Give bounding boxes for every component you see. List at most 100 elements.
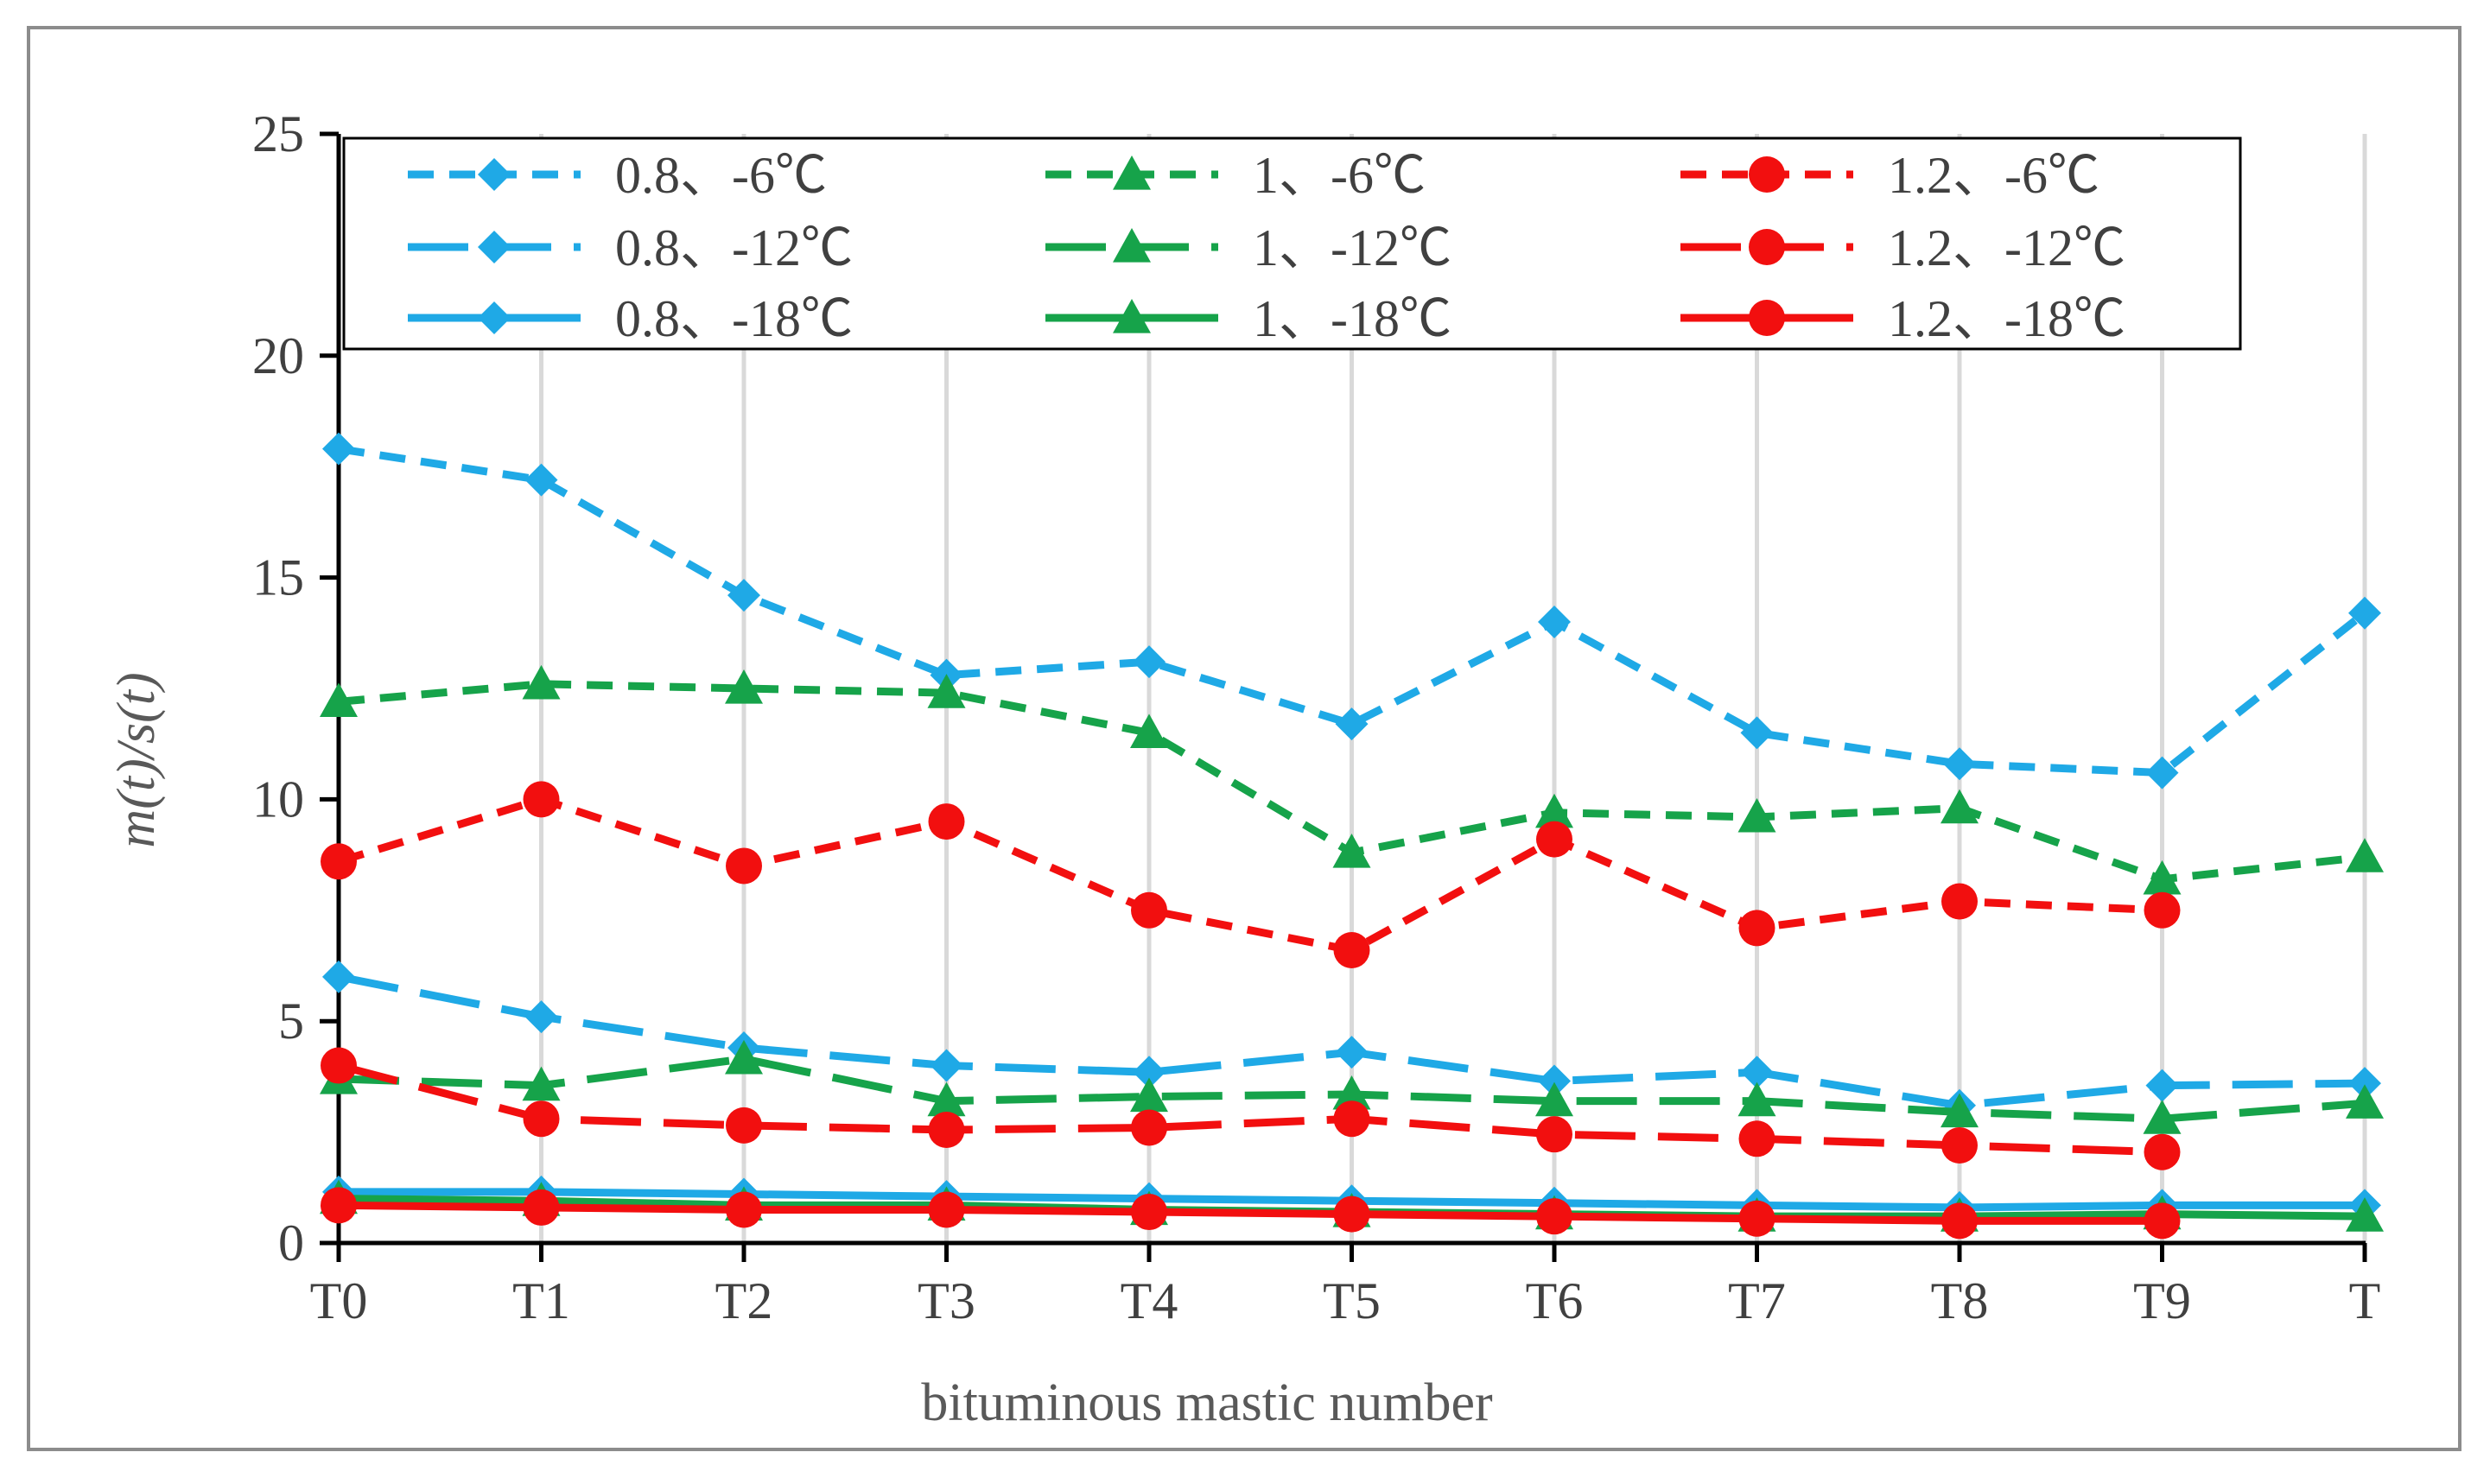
y-tick-label-0: 0 xyxy=(278,1214,304,1272)
legend-label-1-6: 1、-6℃ xyxy=(1253,147,1426,204)
point-1.2-12-T8 xyxy=(1941,1127,1978,1164)
point-0.8-6-T1 xyxy=(524,463,558,497)
point-1.2-12-T5 xyxy=(1333,1100,1370,1138)
series-0.8-12 xyxy=(322,960,2381,1122)
point-1.2-6-T1 xyxy=(523,781,560,818)
series-0.8-6 xyxy=(322,432,2381,790)
point-1.2-12-T9 xyxy=(2144,1133,2181,1170)
legend-marker-0.8-6 xyxy=(478,158,511,191)
point-1.2-6-T5 xyxy=(1333,932,1370,969)
point-1.2-12-T7 xyxy=(1738,1120,1775,1157)
series-1.2-6 xyxy=(321,781,2181,969)
point-1.2-18-T9 xyxy=(2144,1202,2181,1240)
point-0.8-6-T4 xyxy=(1133,645,1166,679)
point-0.8-12-T6 xyxy=(1538,1064,1571,1098)
series-1-6 xyxy=(320,664,2384,895)
series-line-0.8-6 xyxy=(338,445,2367,777)
legend-marker-1.2-12 xyxy=(1749,229,1785,265)
point-0.8-6-T2 xyxy=(727,579,760,612)
point-0.8-6-T0 xyxy=(322,432,355,466)
y-tick-label-5: 5 xyxy=(278,993,304,1050)
legend-marker-1.2-18 xyxy=(1749,300,1785,336)
x-tick-label-T3: T3 xyxy=(918,1272,975,1329)
point-1.2-6-T0 xyxy=(321,843,357,880)
legend-marker-1-6 xyxy=(1113,155,1151,190)
point-1.2-6-T9 xyxy=(2144,891,2181,929)
x-tick-label-T4: T4 xyxy=(1121,1272,1178,1329)
legend-label-1.2-12: 1.2、-12℃ xyxy=(1888,219,2125,276)
legend-label-0.8-12: 0.8、-12℃ xyxy=(615,219,853,276)
point-0.8-6-T xyxy=(2348,596,2381,630)
point-1.2-6-T8 xyxy=(1941,883,1978,920)
point-1-12-T1 xyxy=(522,1066,561,1101)
point-1.2-6-T2 xyxy=(726,847,762,885)
point-1.2-6-T6 xyxy=(1536,821,1572,858)
point-1.2-18-T1 xyxy=(523,1189,560,1226)
x-tick-label-T9: T9 xyxy=(2133,1272,2191,1329)
legend-label-1-12: 1、-12℃ xyxy=(1253,219,1451,276)
series-group xyxy=(320,432,2384,1240)
point-1-6-T xyxy=(2346,838,2384,872)
point-1-6-T6 xyxy=(1535,793,1573,828)
point-1.2-6-T4 xyxy=(1131,891,1167,929)
point-1.2-18-T6 xyxy=(1536,1198,1572,1235)
point-1-6-T4 xyxy=(1130,713,1168,748)
point-1.2-18-T8 xyxy=(1941,1202,1978,1240)
point-1.2-12-T6 xyxy=(1536,1116,1572,1153)
point-0.8-6-T9 xyxy=(2145,756,2179,790)
point-1-6-T0 xyxy=(320,682,358,718)
point-1.2-6-T3 xyxy=(928,803,965,840)
point-1.2-12-T1 xyxy=(523,1100,560,1138)
legend: 0.8、-6℃ 1、-6℃ 1.2、-6℃ 0.8、-12℃ 1、-12℃ 1.2、-12… xyxy=(342,136,2242,351)
y-tick-label-20: 20 xyxy=(252,327,304,384)
y-tick-label-10: 10 xyxy=(252,771,304,828)
point-0.8-12-T xyxy=(2348,1067,2381,1100)
series-1.2-18 xyxy=(321,1187,2181,1240)
x-tick-label-T2: T2 xyxy=(715,1272,773,1329)
point-1-12-T2 xyxy=(725,1039,763,1075)
point-1.2-18-T4 xyxy=(1131,1194,1167,1231)
point-0.8-6-T7 xyxy=(1740,716,1774,750)
point-1-12-T9 xyxy=(2143,1100,2182,1134)
series-1-12 xyxy=(320,1039,2384,1134)
x-tick-label-T7: T7 xyxy=(1728,1272,1786,1329)
point-0.8-6-T6 xyxy=(1538,605,1571,638)
point-1.2-18-T3 xyxy=(928,1191,965,1228)
point-1-6-T5 xyxy=(1332,834,1371,868)
point-1.2-6-T7 xyxy=(1738,910,1775,947)
point-1.2-18-T5 xyxy=(1333,1195,1370,1233)
legend-marker-0.8-18 xyxy=(478,301,511,334)
point-1.2-12-T0 xyxy=(321,1047,357,1084)
point-1-6-T9 xyxy=(2143,859,2182,895)
y-axis-title: m(t)/s(t) xyxy=(107,672,166,847)
point-1-12-T8 xyxy=(1941,1093,1979,1128)
x-tick-label-T0: T0 xyxy=(310,1272,368,1329)
point-0.8-12-T7 xyxy=(1740,1056,1774,1089)
series-1.2-12 xyxy=(321,1047,2181,1170)
point-1-12-T5 xyxy=(1332,1075,1371,1110)
x-tick-label-T8: T8 xyxy=(1931,1272,1989,1329)
point-1-6-T1 xyxy=(522,664,561,700)
legend-box xyxy=(342,136,2242,351)
legend-marker-1.2-6 xyxy=(1749,156,1785,193)
legend-marker-1-18 xyxy=(1113,299,1151,333)
legend-label-1-18: 1、-18℃ xyxy=(1253,290,1451,347)
point-1.2-12-T2 xyxy=(726,1107,762,1144)
point-1-12-T6 xyxy=(1535,1081,1573,1117)
point-1.2-12-T4 xyxy=(1131,1109,1167,1146)
series-line-1.2-6 xyxy=(337,795,2163,954)
series-line-1.2-18 xyxy=(338,1201,2163,1225)
x-tick-label-T5: T5 xyxy=(1323,1272,1381,1329)
point-1.2-18-T7 xyxy=(1738,1200,1775,1237)
x-axis-title: bituminous mastic number xyxy=(921,1373,1493,1432)
point-1-18-T xyxy=(2346,1197,2384,1232)
point-1-12-T4 xyxy=(1130,1077,1168,1113)
point-1-6-T2 xyxy=(725,669,763,704)
point-1-12-T7 xyxy=(1737,1081,1776,1117)
point-1.2-18-T0 xyxy=(321,1187,357,1224)
legend-label-0.8-18: 0.8、-18℃ xyxy=(615,290,853,347)
legend-marker-0.8-12 xyxy=(478,231,511,263)
point-1.2-18-T2 xyxy=(726,1191,762,1228)
point-1-12-T3 xyxy=(927,1081,966,1117)
